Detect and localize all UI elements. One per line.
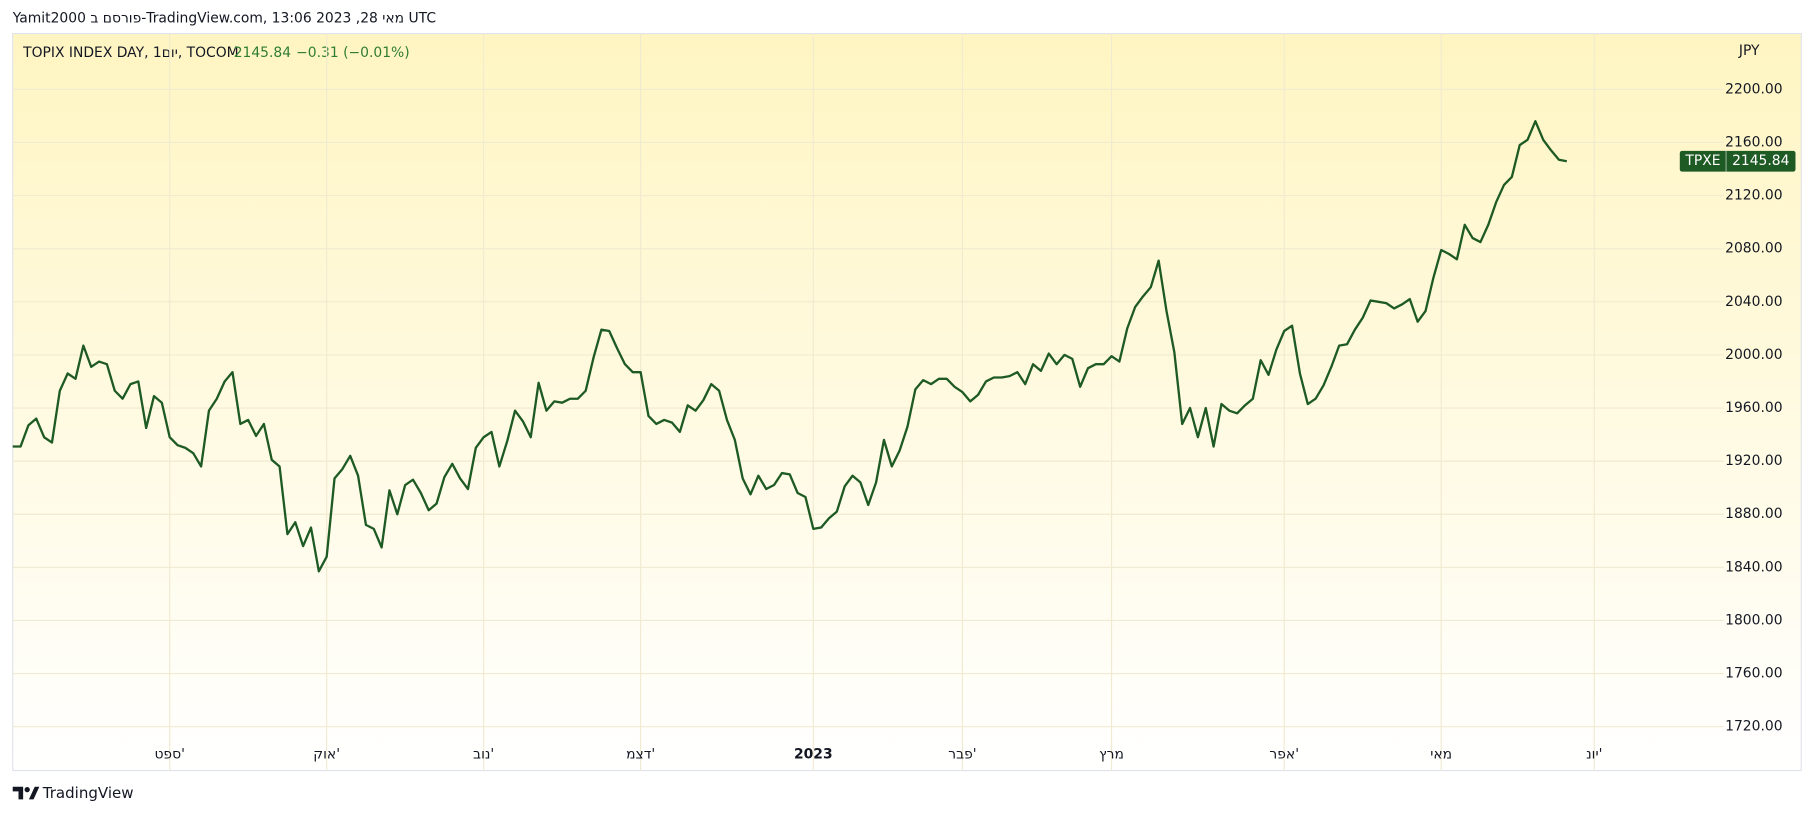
x-tick-label: 2023 [794, 746, 833, 762]
y-tick-label: 1920.00 [1725, 453, 1782, 469]
x-tick-label: מאי [1430, 746, 1452, 762]
y-tick-label: 2200.00 [1725, 81, 1782, 97]
x-tick-label: ספט' [154, 746, 185, 762]
y-tick-label: 2040.00 [1725, 294, 1782, 310]
footer: TradingView [42, 784, 134, 802]
grid [12, 33, 1724, 771]
price-tag-value: 2145.84 [1732, 153, 1790, 169]
x-tick-label: נוב' [473, 746, 494, 762]
y-tick-label: 1760.00 [1725, 666, 1782, 682]
y-tick-label: 2080.00 [1725, 241, 1782, 257]
currency: JPY [1738, 43, 1760, 59]
price-tag-bg [1679, 150, 1796, 172]
y-tick-label: 2120.00 [1725, 188, 1782, 204]
y-tick-label: 1880.00 [1725, 506, 1782, 522]
y-tick-label: 1720.00 [1725, 719, 1782, 735]
y-tick-label: 2160.00 [1725, 134, 1782, 150]
x-tick-label: אוק' [313, 746, 340, 762]
x-tick-label: אפר' [1269, 746, 1299, 762]
x-tick-label: יונ' [1586, 746, 1602, 762]
y-tick-label: 1800.00 [1725, 612, 1782, 628]
price-tag-symbol: TPXE [1684, 153, 1720, 169]
chart-frame [12, 32, 1802, 772]
header: Yamit2000 פורסם ב-TradingView.com, 13:06… [12, 11, 436, 27]
y-tick-label: 2000.00 [1725, 347, 1782, 363]
tv-logo [12, 786, 40, 800]
price-line [12, 120, 1568, 573]
legend-title: TOPIX INDEX DAY, 1יום, TOCOM [22, 45, 239, 61]
legend-change: −0.31 (−0.01%) [296, 45, 409, 61]
y-tick-label: 1840.00 [1725, 559, 1782, 575]
y-tick-label: 1960.00 [1725, 400, 1782, 416]
x-tick-label: דצמ' [626, 746, 655, 762]
x-tick-label: מרץ [1099, 746, 1124, 762]
legend-price: 2145.84 [234, 45, 292, 61]
x-tick-label: פבר' [948, 746, 976, 762]
